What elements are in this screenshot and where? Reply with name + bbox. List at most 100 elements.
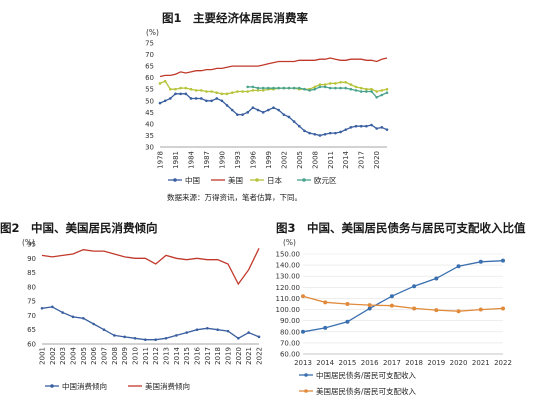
- data-point: [220, 92, 224, 96]
- data-point: [154, 338, 157, 342]
- y-tick-label: 60: [145, 74, 154, 82]
- data-point: [478, 307, 483, 312]
- y-tick-label: 40: [145, 120, 154, 128]
- x-tick-label: 1987: [203, 151, 211, 169]
- y-tick-label: 65: [27, 326, 36, 334]
- data-point: [61, 311, 64, 314]
- x-tick-label: 2011: [142, 347, 150, 365]
- data-point: [282, 113, 286, 116]
- x-tick-label: 2012: [152, 347, 160, 365]
- series-4: [246, 85, 389, 99]
- data-point: [205, 99, 208, 103]
- data-point: [236, 113, 239, 116]
- data-point: [246, 111, 250, 114]
- x-tick-label: 2020: [235, 347, 243, 365]
- data-point: [246, 90, 250, 93]
- x-tick-label: 2005: [296, 151, 304, 169]
- data-point: [225, 92, 229, 96]
- data-point: [434, 308, 439, 313]
- data-point: [287, 115, 291, 119]
- data-point: [370, 90, 373, 93]
- data-point: [277, 108, 280, 112]
- data-point: [251, 106, 255, 110]
- x-tick-label: 2021: [245, 347, 253, 365]
- data-point: [370, 123, 373, 127]
- data-point: [323, 83, 327, 86]
- x-tick-label: 2020: [450, 359, 468, 367]
- x-tick-label: 2002: [49, 347, 57, 365]
- legend-label: 欧元区: [314, 175, 337, 185]
- data-point: [412, 306, 417, 311]
- data-point: [282, 86, 286, 90]
- x-tick-label: 2005: [80, 347, 88, 365]
- y-tick-label: 100.00: [276, 306, 301, 314]
- data-point: [226, 329, 230, 333]
- x-tick-label: 1999: [265, 151, 273, 169]
- data-point: [375, 90, 378, 93]
- data-point: [185, 331, 188, 334]
- x-tick-label: 2015: [339, 359, 357, 367]
- y-tick-label: 90.00: [280, 317, 300, 325]
- data-point: [292, 86, 296, 90]
- data-point: [328, 131, 332, 135]
- y-tick-label: 45: [145, 109, 154, 117]
- data-point: [267, 86, 270, 90]
- data-point: [267, 108, 270, 112]
- data-point: [215, 91, 219, 94]
- data-point: [323, 85, 327, 89]
- x-tick-label: 2017: [358, 151, 366, 169]
- x-tick-label: 1990: [218, 151, 226, 169]
- data-point: [272, 86, 275, 90]
- data-point: [301, 294, 305, 299]
- x-tick-label: 2022: [256, 347, 264, 365]
- x-tick-label: 2007: [101, 347, 109, 365]
- data-point: [323, 325, 328, 330]
- x-tick-label: 2006: [90, 346, 98, 364]
- x-tick-label: 2017: [204, 347, 212, 365]
- y-tick-label: 50: [145, 97, 154, 105]
- data-point: [158, 82, 162, 85]
- data-point: [225, 104, 229, 107]
- data-point: [195, 328, 199, 332]
- series-line: [159, 57, 388, 78]
- data-point: [359, 124, 363, 128]
- data-point: [349, 87, 353, 91]
- data-point: [287, 86, 291, 90]
- data-point: [339, 80, 342, 84]
- data-point: [164, 336, 168, 340]
- data-point: [241, 113, 244, 116]
- y-tick-label: 150.00: [276, 251, 301, 259]
- series-line: [302, 260, 504, 333]
- series-line: [247, 86, 388, 99]
- x-tick-label: 2019: [225, 347, 233, 365]
- data-point: [380, 89, 384, 92]
- x-tick-label: 2019: [427, 359, 445, 367]
- data-point: [241, 90, 244, 93]
- data-point: [236, 90, 239, 93]
- data-point: [189, 97, 193, 100]
- data-point: [169, 97, 172, 100]
- x-tick-label: 2011: [327, 151, 335, 169]
- data-point: [365, 87, 368, 91]
- data-point: [163, 79, 167, 83]
- data-point: [292, 120, 296, 123]
- data-point: [82, 316, 85, 320]
- x-tick-label: 2008: [311, 151, 319, 169]
- data-point: [257, 335, 261, 339]
- y-tick-label: 60.00: [280, 351, 300, 359]
- x-tick-label: 1993: [234, 151, 242, 169]
- data-point: [92, 322, 95, 326]
- y-tick-label: 95: [27, 241, 36, 249]
- legend-marker: [302, 178, 306, 182]
- data-point: [210, 99, 213, 103]
- y-tick-label: 30: [145, 144, 154, 152]
- data-point: [323, 132, 327, 136]
- data-point: [456, 309, 461, 314]
- data-point: [261, 111, 265, 114]
- data-point: [385, 87, 389, 91]
- x-tick-label: 2002: [280, 151, 288, 169]
- data-point: [297, 124, 301, 128]
- x-tick-label: 2014: [316, 359, 334, 367]
- series-2: [41, 248, 260, 286]
- data-point: [313, 85, 317, 89]
